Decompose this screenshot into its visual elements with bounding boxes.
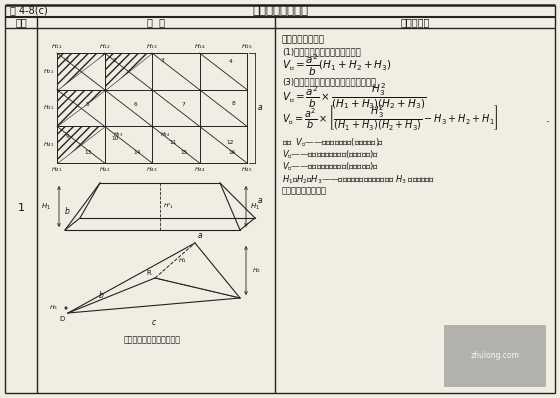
Text: .: .	[546, 111, 550, 125]
Text: $H_{12}$: $H_{12}$	[99, 42, 110, 51]
Text: 1: 1	[17, 203, 25, 213]
Text: D: D	[60, 316, 65, 322]
Text: $H_2$: $H_2$	[252, 266, 261, 275]
Text: 广场土方计算公式: 广场土方计算公式	[252, 4, 308, 16]
Text: $H_1$: $H_1$	[41, 201, 51, 212]
Text: $H_{33}$: $H_{33}$	[113, 130, 123, 139]
Text: R: R	[146, 270, 151, 276]
Text: (3)三角棱柱内部分填方和部分挖土时：: (3)三角棱柱内部分填方和部分挖土时：	[282, 78, 376, 86]
Text: $V_{棱} = \dfrac{a^2}{b}(H_1+H_2+H_3)$: $V_{棱} = \dfrac{a^2}{b}(H_1+H_2+H_3)$	[282, 53, 391, 78]
Text: (1)三角棱柱体内全填或全挖时：: (1)三角棱柱体内全填或全挖时：	[282, 47, 361, 57]
Text: 7: 7	[181, 102, 185, 107]
Text: $H_{41}$: $H_{41}$	[52, 165, 63, 174]
Text: $H_{34}$: $H_{34}$	[160, 130, 170, 139]
Text: 5: 5	[86, 102, 90, 107]
Text: 6: 6	[134, 102, 137, 107]
Text: 12: 12	[227, 140, 234, 145]
Text: 13: 13	[84, 150, 92, 155]
Text: 16: 16	[228, 150, 235, 155]
Text: $V_{楔}$——三角体中楷体的体积(挖方或填方)；: $V_{楔}$——三角体中楷体的体积(挖方或填方)；	[282, 160, 379, 172]
Text: $H_{15}$: $H_{15}$	[241, 42, 253, 51]
Text: 14: 14	[133, 150, 141, 155]
Text: 4: 4	[228, 59, 232, 64]
Text: $V_{锥}$——三角体中锥体的体积(挖方或填方)；: $V_{锥}$——三角体中锥体的体积(挖方或填方)；	[282, 148, 379, 160]
Text: 平整广场用三棱柱体计算图: 平整广场用三棱柱体计算图	[124, 336, 180, 345]
Text: 10: 10	[111, 136, 119, 140]
Text: $H_{14}$: $H_{14}$	[194, 42, 206, 51]
Text: b: b	[99, 291, 104, 300]
Text: $H_{43}$: $H_{43}$	[146, 165, 158, 174]
Text: $H_{41}$: $H_{41}$	[43, 140, 54, 149]
Text: 表 4-8(c): 表 4-8(c)	[10, 5, 48, 15]
Text: zhulong.com: zhulong.com	[470, 351, 520, 361]
Text: $H_{44}$: $H_{44}$	[194, 165, 205, 174]
Text: 式中  $V_{棱}$——三角棱体的体积(挖方或填方)；: 式中 $V_{棱}$——三角棱体的体积(挖方或填方)；	[282, 136, 384, 148]
Text: 1: 1	[66, 58, 69, 63]
Text: $H_{42}$: $H_{42}$	[99, 165, 110, 174]
Text: 图  示: 图 示	[147, 18, 165, 27]
Text: 3: 3	[161, 58, 164, 63]
Text: a: a	[258, 196, 262, 205]
Text: 序号: 序号	[15, 18, 27, 27]
Text: 体积计算式: 体积计算式	[400, 18, 430, 27]
FancyBboxPatch shape	[444, 325, 546, 387]
Text: 9: 9	[66, 134, 69, 139]
Text: a: a	[258, 103, 262, 113]
Text: $H'_1$: $H'_1$	[163, 202, 174, 211]
Text: 三角棱柱计算法：: 三角棱柱计算法：	[282, 35, 325, 45]
Text: 8: 8	[232, 101, 236, 106]
Text: c: c	[152, 318, 156, 327]
Text: $H_{11}$: $H_{11}$	[51, 42, 63, 51]
Text: 15: 15	[181, 150, 188, 155]
Text: $H_{45}$: $H_{45}$	[241, 165, 253, 174]
Text: $H_{21}$: $H_{21}$	[43, 67, 54, 76]
Text: $H_{13}$: $H_{13}$	[146, 42, 158, 51]
Text: $H_1、H_2、H_3$——三角形各角点的施工高度，但 $H_3$ 为锥体顶点的: $H_1、H_2、H_3$——三角形各角点的施工高度，但 $H_3$ 为锥体顶点…	[282, 174, 435, 186]
Text: $V_{棱} = \dfrac{a^2}{b} \times \left[\dfrac{H_3^2}{(H_1+H_3)(H_2+H_3)} - H_3+H_2: $V_{棱} = \dfrac{a^2}{b} \times \left[\df…	[282, 103, 498, 133]
Text: $H_1$: $H_1$	[250, 201, 260, 212]
Text: 2: 2	[113, 58, 117, 63]
Text: b: b	[65, 207, 70, 216]
Text: $V_{锥} = \dfrac{a^2}{b} \times \dfrac{H_3^2}{(H_1+H_3)(H_2+H_3)}$: $V_{锥} = \dfrac{a^2}{b} \times \dfrac{H_…	[282, 81, 426, 111]
Text: a: a	[198, 231, 203, 240]
Text: $H_{31}$: $H_{31}$	[43, 103, 54, 113]
Text: $H_1$: $H_1$	[178, 256, 187, 265]
Text: $H_3$: $H_3$	[49, 304, 58, 312]
Text: 11: 11	[170, 140, 177, 145]
Text: 施工高度: 施工高度	[282, 187, 327, 195]
